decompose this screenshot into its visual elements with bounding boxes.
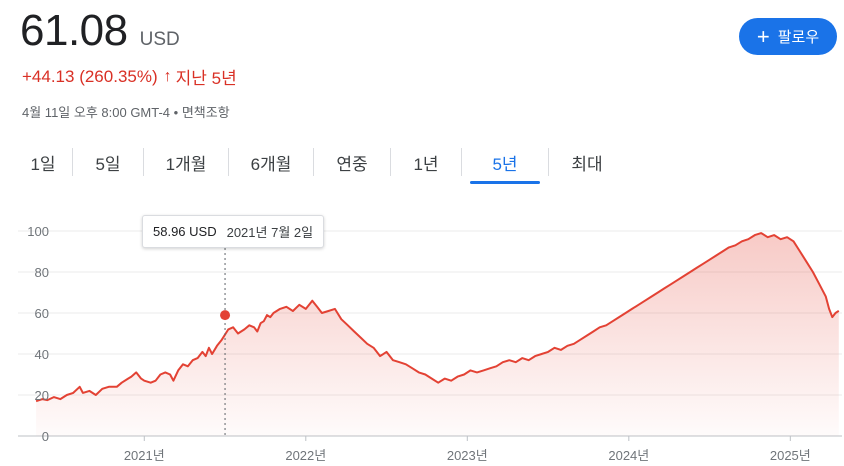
x-tick-label: 2024년 (608, 448, 649, 463)
y-tick-label: 40 (35, 347, 49, 362)
tab-5y[interactable]: 5년 (470, 144, 540, 184)
tab-ytd[interactable]: 연중 (336, 154, 368, 174)
tab-divider (313, 148, 314, 176)
price-header: 61.08 USD (20, 6, 180, 56)
current-price: 61.08 (20, 6, 128, 55)
plus-icon: + (756, 23, 770, 49)
arrow-up-icon: ↑ (163, 67, 172, 85)
tab-divider (461, 148, 462, 176)
tab-1m[interactable]: 1개월 (165, 154, 207, 174)
y-tick-label: 0 (42, 429, 49, 444)
tab-max[interactable]: 최대 (571, 154, 603, 174)
x-tick-label: 2022년 (285, 448, 326, 463)
y-tick-label: 60 (35, 306, 49, 321)
hover-point (220, 310, 231, 321)
tab-divider (228, 148, 229, 176)
y-tick-label: 100 (27, 224, 49, 239)
price-change: +44.13 (260.35%) (22, 66, 158, 86)
quote-timestamp: 4월 11일 오후 8:00 GMT-4 • 면책조항 (22, 105, 230, 120)
follow-button[interactable]: + 팔로우 (739, 18, 837, 55)
series-area (36, 233, 839, 436)
chart-tooltip: 58.96 USD 2021년 7월 2일 (142, 215, 325, 248)
tooltip-date: 2021년 7월 2일 (226, 225, 314, 240)
x-tick-label: 2025년 (770, 448, 811, 463)
y-tick-label: 20 (35, 388, 49, 403)
y-tick-label: 80 (35, 265, 49, 280)
price-chart[interactable]: 0 20 40 60 80 100 2021년 2022년 2023년 2024년 2025년 (0, 205, 844, 466)
follow-button-label: 팔로우 (777, 29, 820, 46)
time-range-tabs: 1일 5일 1개월 6개월 연중 1년 5년 최대 (14, 142, 625, 184)
x-tick-label: 2023년 (447, 448, 488, 463)
tab-1d[interactable]: 1일 (30, 154, 56, 174)
currency-code: USD (139, 29, 180, 50)
change-period: 지난 5년 (175, 69, 237, 88)
tab-6m[interactable]: 6개월 (250, 154, 292, 174)
price-change-row: +44.13 (260.35%) ↑ 지난 5년 (22, 64, 237, 89)
x-tick-label: 2021년 (124, 448, 165, 463)
tooltip-value: 58.96 USD (153, 224, 217, 239)
tab-divider (548, 148, 549, 176)
tab-divider (72, 148, 73, 176)
series-line (35, 232, 840, 403)
tab-divider (390, 148, 391, 176)
tab-1y[interactable]: 1년 (413, 154, 439, 174)
tab-divider (143, 148, 144, 176)
tab-5d[interactable]: 5일 (95, 154, 121, 174)
